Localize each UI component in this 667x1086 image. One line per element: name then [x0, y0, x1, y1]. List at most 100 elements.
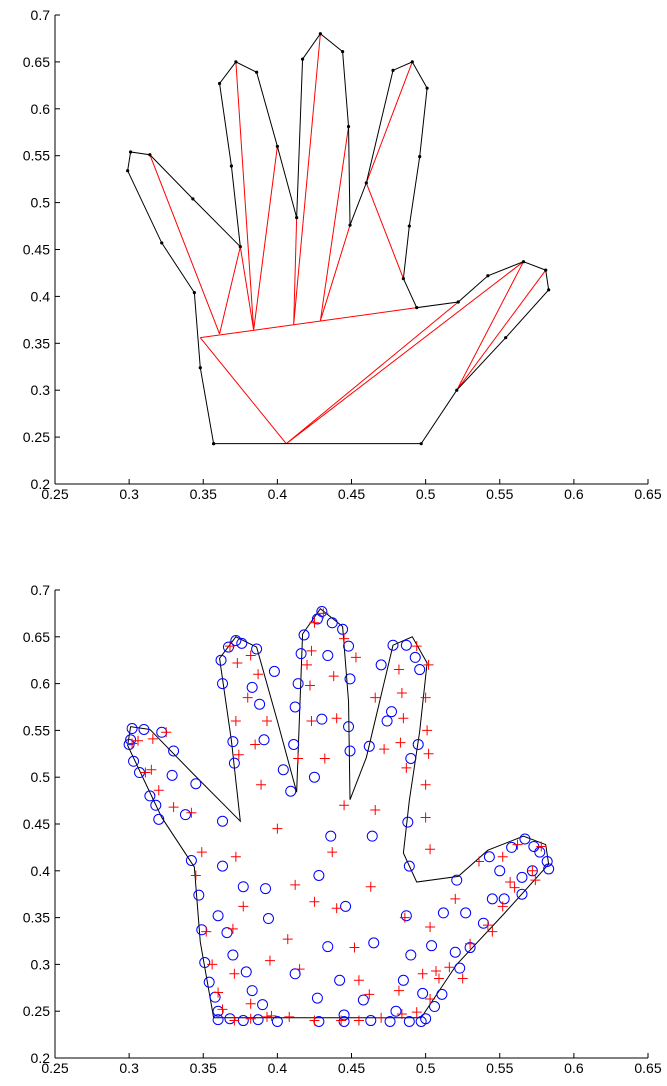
plus-marker: [140, 767, 151, 778]
circle-marker: [409, 651, 421, 663]
x-tick-label: 0.4: [268, 1060, 288, 1076]
circle-marker: [237, 1015, 249, 1027]
vertex-dot: [547, 288, 551, 292]
line: [127, 607, 550, 1019]
y-tick-label: 0.3: [31, 382, 51, 398]
y-tick-label: 0.6: [31, 101, 51, 117]
circle-marker: [262, 913, 274, 925]
circle-marker: [257, 999, 269, 1011]
plus-marker: [425, 921, 436, 932]
circle-marker: [138, 723, 150, 735]
circle-marker: [436, 988, 448, 1000]
y-tick-label: 0.7: [31, 582, 51, 598]
circle-marker: [498, 893, 510, 905]
circle-marker: [357, 994, 369, 1006]
vertex-dot: [238, 245, 242, 249]
circle-marker: [289, 968, 301, 980]
circle-marker: [366, 830, 378, 842]
y-tick-label: 0.4: [31, 288, 51, 304]
circle-marker: [405, 949, 417, 961]
y-tick-label: 0.35: [23, 910, 50, 926]
plus-marker: [227, 923, 238, 934]
circle-marker: [344, 673, 356, 685]
plus-marker: [398, 713, 409, 724]
x-tick-label: 0.5: [416, 486, 436, 502]
circle-marker: [322, 941, 334, 953]
circle-marker: [326, 617, 338, 629]
circle-marker: [212, 910, 224, 922]
vertex-dot: [341, 49, 345, 54]
plus-marker: [282, 934, 293, 945]
plus-marker: [201, 926, 212, 937]
circle-marker: [403, 1015, 415, 1027]
circle-marker: [212, 1014, 224, 1026]
x-tick-label: 0.35: [190, 1060, 217, 1076]
plus-marker: [230, 851, 241, 862]
circle-marker: [203, 976, 215, 988]
vertex-dot: [191, 197, 195, 201]
plus-marker: [399, 912, 410, 923]
plus-marker: [353, 975, 364, 986]
circle-marker: [516, 888, 528, 900]
plus-marker: [350, 652, 361, 663]
plus-marker: [304, 680, 315, 691]
y-tick-label: 0.6: [31, 676, 51, 692]
circle-marker: [179, 809, 191, 821]
circle-marker: [403, 860, 415, 872]
plus-marker: [417, 968, 428, 979]
plus-marker: [465, 938, 476, 949]
plus-marker: [331, 903, 342, 914]
plus-marker: [250, 739, 261, 750]
plus-marker: [294, 964, 305, 975]
plus-marker: [395, 737, 406, 748]
plus-marker: [420, 779, 431, 790]
circle-marker: [397, 974, 409, 986]
plus-marker: [411, 641, 422, 652]
y-tick-label: 0.2: [31, 476, 51, 492]
vertex-dot: [126, 169, 130, 173]
circle-marker: [258, 734, 270, 746]
circle-marker: [541, 855, 553, 867]
plus-marker: [423, 659, 434, 670]
plus-marker: [230, 716, 241, 727]
circle-marker: [217, 678, 229, 690]
y-tick-label: 0.25: [23, 429, 50, 445]
plus-marker: [213, 987, 224, 998]
plus-marker: [245, 998, 256, 1009]
plus-marker: [245, 1013, 256, 1024]
y-tick-label: 0.5: [31, 195, 51, 211]
circle-marker: [237, 881, 249, 893]
y-tick-label: 0.35: [23, 335, 50, 351]
vertex-dot: [217, 81, 222, 86]
circle-marker: [126, 723, 138, 735]
x-tick-label: 0.3: [119, 486, 139, 502]
vertex-dot: [300, 57, 305, 61]
line: [149, 33, 547, 445]
plus-marker: [264, 955, 275, 966]
circle-marker: [363, 740, 375, 752]
vertex-dot: [419, 442, 423, 446]
plus-marker: [431, 965, 442, 976]
plus-marker: [331, 713, 342, 724]
vertex-dot: [255, 70, 259, 74]
x-tick-label: 0.25: [41, 1060, 68, 1076]
plus-marker: [302, 659, 313, 670]
plus-marker: [242, 692, 253, 703]
circle-marker: [227, 736, 239, 748]
circle-marker: [251, 643, 263, 655]
y-tick-label: 0.7: [31, 7, 51, 23]
circle-marker: [128, 755, 140, 767]
circle-marker: [313, 869, 325, 881]
x-tick-label: 0.35: [190, 486, 217, 502]
plus-marker: [217, 1004, 228, 1015]
circle-marker: [543, 863, 555, 875]
x-tick-label: 0.55: [486, 1060, 513, 1076]
circle-marker: [212, 1005, 224, 1017]
circle-marker: [313, 1015, 325, 1027]
circle-marker: [375, 659, 387, 671]
plus-marker: [319, 753, 330, 764]
x-tick-label: 0.6: [564, 486, 584, 502]
plus-marker: [146, 764, 157, 775]
plus-marker: [370, 804, 381, 815]
